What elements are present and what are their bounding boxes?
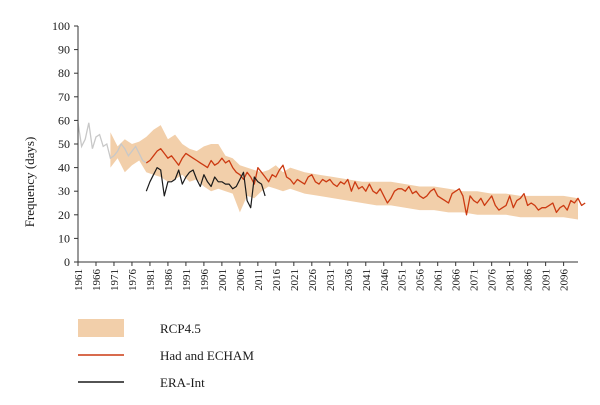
x-tick-label: 2086 <box>523 269 535 292</box>
y-tick-label: 30 <box>58 184 70 198</box>
series-line-had-echam-historical <box>77 122 147 164</box>
x-tick-label: 1981 <box>145 269 157 291</box>
x-tick-label: 1976 <box>127 269 139 292</box>
y-tick-label: 80 <box>58 66 70 80</box>
series-line-era-int <box>145 167 266 209</box>
y-tick-label: 70 <box>58 90 70 104</box>
x-tick-label: 1961 <box>73 269 85 291</box>
x-tick-label: 2066 <box>451 269 463 292</box>
series-line-had-echam <box>145 148 586 216</box>
x-tick-label: 2096 <box>559 269 571 292</box>
x-tick-label: 2026 <box>307 269 319 292</box>
legend-label-era-int: ERA-Int <box>160 375 205 390</box>
y-tick-label: 60 <box>58 113 70 127</box>
x-tick-label: 1991 <box>181 269 193 291</box>
y-tick-label: 90 <box>58 43 70 57</box>
y-axis-ticks: 0 10 20 30 40 50 60 70 80 90 100 <box>52 19 78 269</box>
x-tick-label: 2081 <box>505 269 517 291</box>
x-tick-label: 2091 <box>541 269 553 291</box>
x-tick-label: 2061 <box>433 269 445 291</box>
series-band-rcp45 <box>110 125 579 220</box>
y-tick-label: 100 <box>52 19 70 33</box>
plot-area <box>77 122 586 220</box>
legend-label-rcp45: RCP4.5 <box>160 321 201 336</box>
x-tick-label: 2016 <box>271 269 283 292</box>
y-tick-label: 20 <box>58 208 70 222</box>
y-tick-label: 0 <box>64 255 70 269</box>
x-tick-label: 1986 <box>163 269 175 292</box>
y-tick-label: 40 <box>58 161 70 175</box>
x-tick-label: 2036 <box>343 269 355 292</box>
x-tick-label: 2051 <box>397 269 409 291</box>
x-tick-label: 2021 <box>289 269 301 291</box>
x-tick-label: 2011 <box>253 269 265 291</box>
x-tick-label: 1996 <box>199 269 211 292</box>
x-axis-ticks: 1961 1966 1971 1976 1981 1986 1991 1996 2001 2006… <box>73 262 571 291</box>
y-tick-label: 10 <box>58 231 70 245</box>
legend-label-had-echam: Had and ECHAM <box>160 348 254 363</box>
x-tick-label: 2076 <box>487 269 499 292</box>
x-tick-label: 2041 <box>361 269 373 291</box>
x-tick-label: 2031 <box>325 269 337 291</box>
x-tick-label: 2006 <box>235 269 247 292</box>
x-tick-label: 2071 <box>469 269 481 291</box>
legend: RCP4.5 Had and ECHAM ERA-Int <box>78 319 254 390</box>
x-tick-label: 2046 <box>379 269 391 292</box>
legend-swatch-rcp45 <box>78 319 124 337</box>
x-tick-label: 1966 <box>91 269 103 292</box>
y-axis-label: Frequency (days) <box>22 137 37 228</box>
x-tick-label: 1971 <box>109 269 121 291</box>
x-tick-label: 2056 <box>415 269 427 292</box>
x-tick-label: 2001 <box>217 269 229 291</box>
y-tick-label: 50 <box>58 137 70 151</box>
